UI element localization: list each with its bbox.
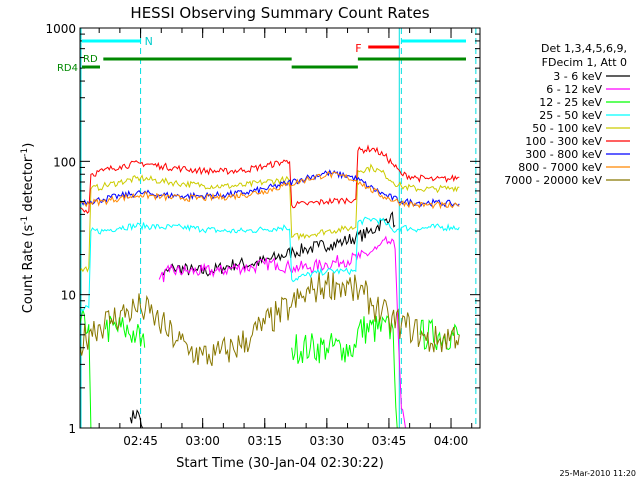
x-tick-label: 04:00 [434, 434, 469, 448]
flag-label-rd: RD [83, 54, 98, 65]
series-line [79, 163, 460, 273]
y-axis-label-part: -1 [20, 148, 30, 157]
series-line [79, 216, 460, 312]
x-tick-label: 03:45 [372, 434, 407, 448]
legend-entry-label: 12 - 25 keV [539, 96, 602, 109]
series-line [79, 169, 460, 208]
y-tick-label: 1000 [45, 22, 76, 36]
series-line [79, 144, 460, 214]
legend-header: FDecim 1, Att 0 [542, 56, 627, 69]
y-tick-label: 1 [68, 422, 76, 436]
x-axis-label: Start Time (30-Jan-04 02:30:22) [176, 456, 384, 471]
flag-label-night: N [145, 35, 153, 48]
flag-label-rd4: RD4 [57, 63, 78, 74]
y-tick-label: 100 [53, 155, 76, 169]
y-tick-label: 10 [61, 289, 76, 303]
legend-entry-label: 50 - 100 keV [532, 122, 602, 135]
flag-layer: N F RD RD4 [57, 35, 466, 74]
tick-layer: 02:45 03:00 03:15 03:30 03:45 04:00 1 10 100 1000 [45, 22, 480, 448]
x-tick-label: 03:30 [310, 434, 345, 448]
plot-frame [79, 27, 481, 429]
legend-entry-label: 100 - 300 keV [525, 135, 602, 148]
legend-entry-label: 25 - 50 keV [539, 109, 602, 122]
legend-entry-label: 300 - 800 keV [525, 148, 602, 161]
chart-title: HESSI Observing Summary Count Rates [130, 4, 429, 22]
flag-label-flare: F [355, 42, 361, 55]
y-axis-label-part: Count Rate (s [21, 225, 36, 314]
legend-entry-label: 3 - 6 keV [553, 70, 602, 83]
x-tick-label: 03:00 [185, 434, 220, 448]
series-layer [79, 144, 460, 429]
x-tick-label: 03:15 [247, 434, 282, 448]
legend-entry-label: 7000 - 20000 keV [504, 174, 602, 187]
timestamp: 25-Mar-2010 11:20 [560, 469, 637, 478]
legend-entry-label: 800 - 7000 keV [518, 161, 602, 174]
y-axis-label-part: ) [21, 143, 36, 148]
legend: Det 1,3,4,5,6,9,FDecim 1, Att 03 - 6 keV… [504, 42, 630, 187]
legend-header: Det 1,3,4,5,6,9, [541, 42, 627, 55]
series-line [79, 171, 460, 210]
legend-entry-label: 6 - 12 keV [546, 83, 602, 96]
x-tick-label: 02:45 [123, 434, 158, 448]
y-axis-label-part: detector [21, 156, 36, 216]
y-axis-label: Count Rate (s-1 detector-1) [20, 143, 36, 314]
series-line [79, 272, 460, 367]
y-axis-label-part: -1 [20, 216, 30, 225]
series-line [158, 235, 406, 429]
